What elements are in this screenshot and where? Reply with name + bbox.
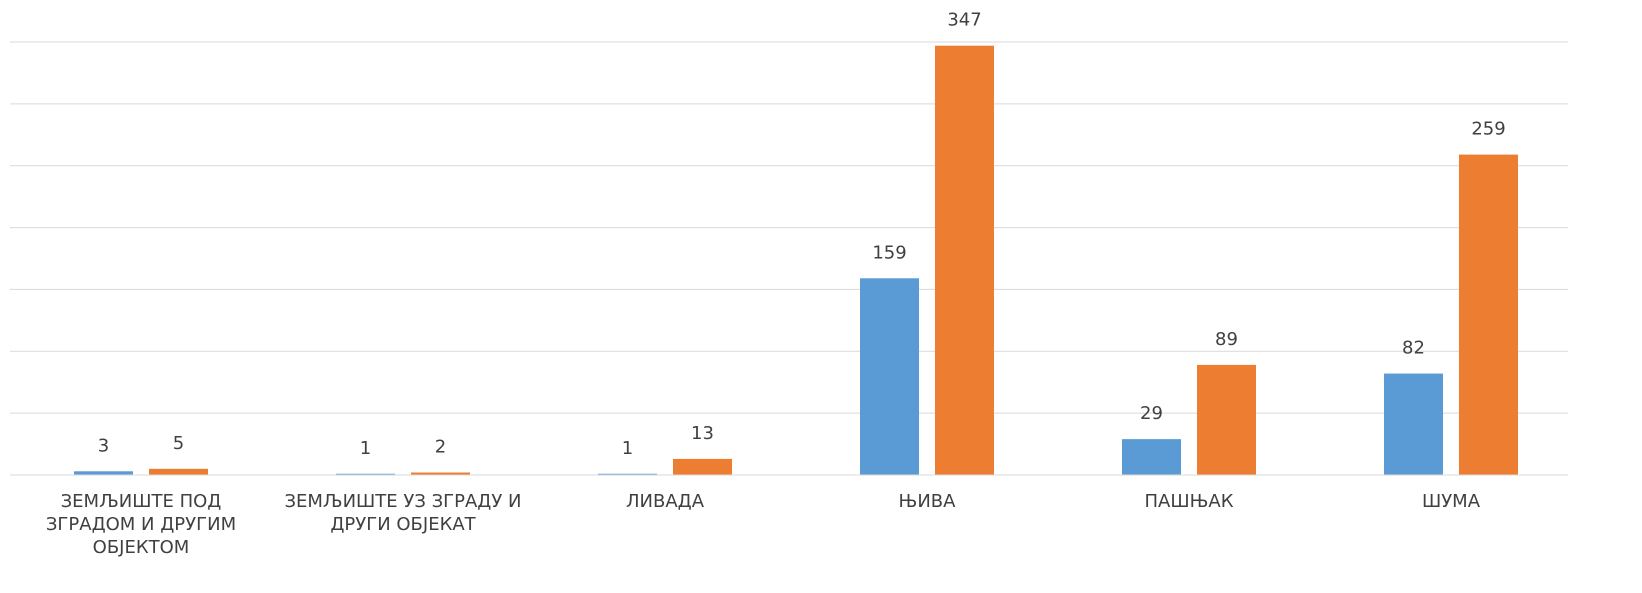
data-label: 29	[1140, 403, 1163, 424]
bar	[74, 471, 133, 475]
bar	[1197, 364, 1256, 475]
data-label: 159	[872, 242, 906, 263]
data-label: 89	[1215, 329, 1238, 350]
data-label: 1	[622, 438, 633, 459]
bar	[1459, 154, 1518, 475]
bar	[935, 45, 994, 476]
x-tick-label: ПАШЊАК	[1144, 491, 1234, 512]
data-label: 347	[947, 10, 981, 31]
bar	[336, 473, 395, 475]
bar	[673, 458, 732, 475]
x-tick-label: ЛИВАДА	[625, 491, 705, 512]
bar	[1122, 439, 1181, 475]
data-label: 5	[173, 433, 184, 454]
data-label: 13	[691, 423, 714, 444]
bar	[411, 472, 470, 475]
bar	[1384, 373, 1443, 475]
x-tick-label: ШУМА	[1421, 491, 1481, 512]
bar	[598, 473, 657, 475]
data-label: 259	[1471, 119, 1505, 140]
x-tick-label: ЗЕМЉИШТЕ ПОД ЗГРАДОМ И ДРУГИМ ОБЈЕКТОМ	[45, 491, 237, 558]
bar	[860, 278, 919, 475]
data-label: 3	[98, 435, 109, 456]
x-tick-label: ЊИВА	[898, 491, 956, 512]
bar	[149, 468, 208, 475]
data-label: 2	[435, 437, 446, 458]
data-label: 1	[360, 438, 371, 459]
data-label: 82	[1402, 338, 1425, 359]
x-tick-label: ЗЕМЉИШТЕ УЗ ЗГРАДУ И ДРУГИ ОБЈЕКАТ	[284, 491, 522, 535]
